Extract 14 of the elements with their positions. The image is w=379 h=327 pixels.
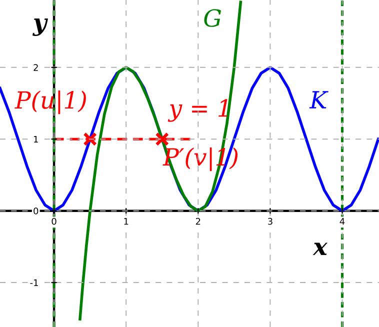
x-tick-label: 1 — [124, 218, 128, 225]
x-axis-title: x — [312, 242, 328, 256]
y-axis-title: y — [32, 18, 48, 36]
series-label: K — [309, 91, 328, 108]
x-tick-label: 3 — [268, 218, 272, 225]
x-tick-label: 2 — [196, 218, 200, 225]
series-label: G — [204, 9, 221, 27]
y-tick-label: 2 — [34, 64, 38, 71]
x-tick-label: 4 — [340, 218, 345, 225]
series-label: y = 1 — [168, 99, 228, 122]
y-tick-label: 0 — [34, 208, 38, 214]
y-tick-label: -1 — [30, 279, 38, 286]
x-tick-label: 0 — [52, 218, 56, 225]
y-tick-label: 1 — [34, 136, 38, 143]
